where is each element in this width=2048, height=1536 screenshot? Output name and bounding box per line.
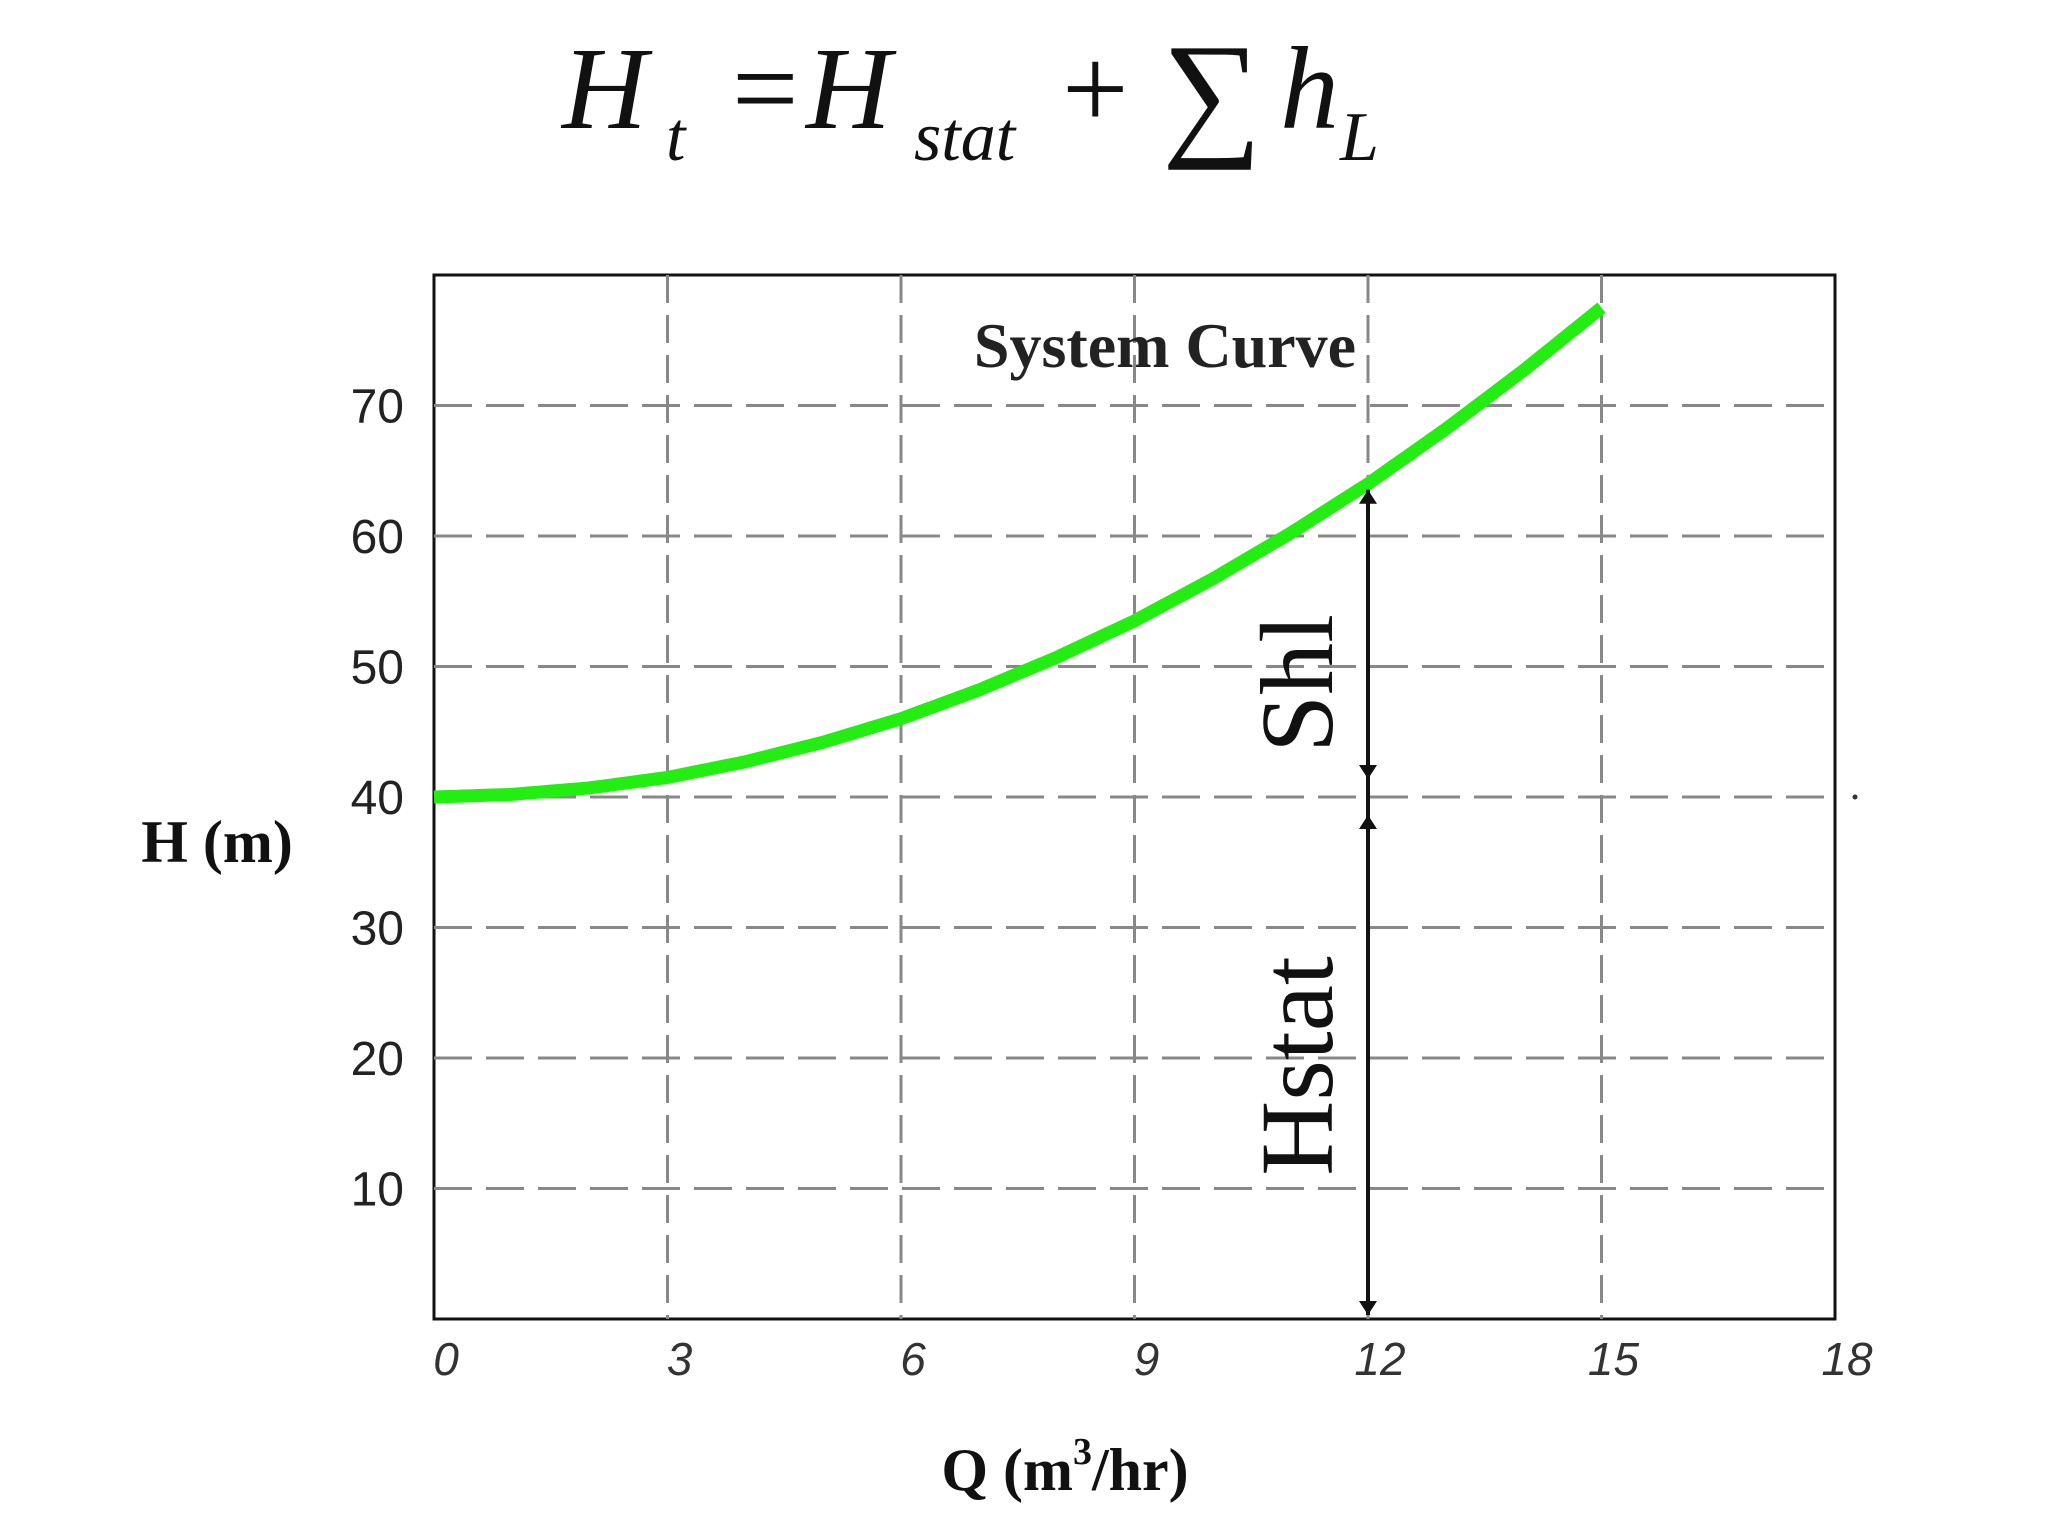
arrow-head-shl-top <box>1359 489 1377 504</box>
y-axis-label: H (m) <box>141 809 293 875</box>
tick-labels: 0 3 6 9 12 15 18 10 20 30 40 50 60 70 <box>351 381 1873 1386</box>
x-tick-label-6: 6 <box>900 1333 926 1385</box>
formula-stat-symbol: H <box>804 23 897 154</box>
formula-loss-symbol: h <box>1280 23 1339 154</box>
x-axis-label: Q (m3/hr) <box>941 1431 1188 1503</box>
formula-lhs-symbol: H <box>560 23 653 154</box>
hstat-label: Hstat <box>1240 956 1355 1176</box>
x-tick-label-3: 3 <box>667 1333 693 1385</box>
formula-stat-subscript: stat <box>914 99 1017 176</box>
system-curve-line <box>433 302 1606 804</box>
formula-sum-symbol: ∑ <box>1162 16 1262 171</box>
operating-point-annotation: Hstat Shl <box>1240 489 1858 1315</box>
x-tick-label-0: 0 <box>433 1333 459 1385</box>
x-tick-label-15: 15 <box>1588 1333 1640 1385</box>
x-axis-label-main: Q (m <box>941 1437 1073 1503</box>
x-tick-label-12: 12 <box>1354 1333 1405 1385</box>
formula: H t = H stat + ∑ h L <box>560 16 1379 176</box>
x-axis-label-tail: /hr) <box>1091 1437 1189 1503</box>
formula-plus: + <box>1062 23 1129 154</box>
y-tick-label-50: 50 <box>351 642 404 695</box>
y-tick-label-20: 20 <box>351 1033 404 1086</box>
y-tick-label-10: 10 <box>351 1164 404 1217</box>
arrow-head-shl-bottom <box>1359 765 1377 779</box>
static-head-dot <box>1852 794 1858 800</box>
x-tick-label-18: 18 <box>1821 1333 1873 1385</box>
y-tick-label-70: 70 <box>351 381 404 434</box>
x-tick-label-9: 9 <box>1134 1333 1160 1385</box>
formula-equals: = <box>732 23 799 154</box>
y-tick-label-30: 30 <box>351 903 404 956</box>
arrow-head-hstat-bottom <box>1359 1301 1377 1315</box>
formula-loss-subscript: L <box>1339 99 1379 176</box>
x-axis-label-superscript: 3 <box>1073 1431 1092 1473</box>
y-tick-label-60: 60 <box>351 511 404 564</box>
chart-title: System Curve <box>974 310 1356 381</box>
arrow-head-hstat-top <box>1359 815 1377 829</box>
grid <box>434 275 1835 1319</box>
y-tick-label-40: 40 <box>351 772 404 825</box>
shl-label: Shl <box>1240 614 1355 753</box>
formula-lhs-subscript: t <box>666 99 687 176</box>
